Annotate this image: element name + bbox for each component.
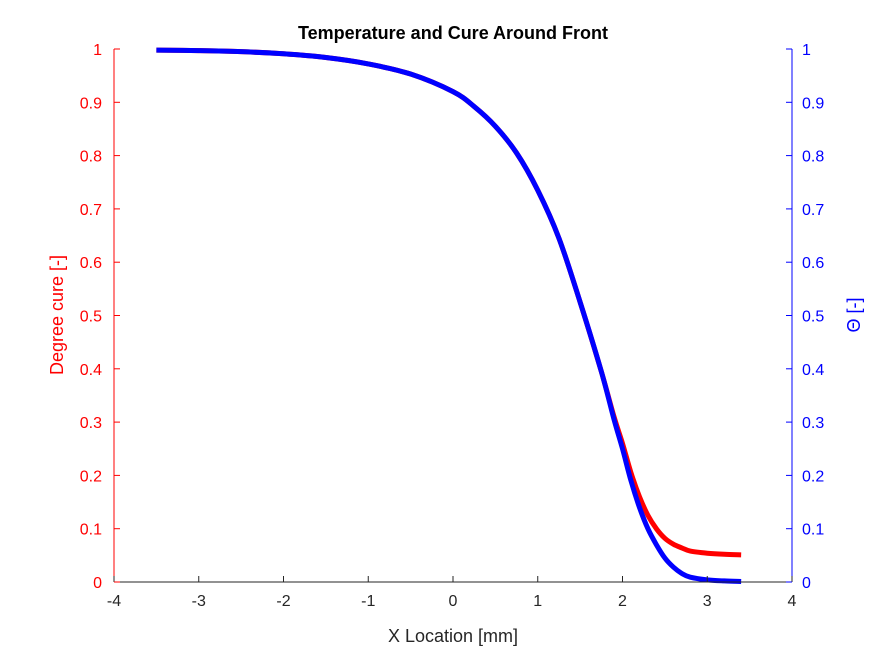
left-y-tick-label: 0.2: [80, 468, 102, 485]
left-y-tick-label: 0: [93, 575, 102, 592]
x-axis-title: X Location [mm]: [388, 626, 518, 646]
x-tick-label: 1: [533, 593, 542, 610]
theta-series-line: [156, 47, 742, 584]
right-y-tick-label: 0.3: [802, 415, 824, 432]
left-y-tick-label: 0.9: [80, 95, 102, 112]
right-y-tick-label: 0.8: [802, 149, 824, 166]
right-y-tick-label: 0.2: [802, 468, 824, 485]
x-tick-label: 4: [788, 593, 797, 610]
right-y-tick-label: 0.7: [802, 202, 824, 219]
left-y-tick-label: 0.7: [80, 202, 102, 219]
right-y-tick-label: 0.1: [802, 522, 824, 539]
right-y-tick-label: 0.6: [802, 255, 824, 272]
right-y-tick-label: 1: [802, 42, 811, 59]
x-tick-label: -4: [107, 593, 121, 610]
left-y-tick-label: 0.4: [80, 362, 102, 379]
right-y-tick-label: 0.9: [802, 95, 824, 112]
left-y-tick-label: 0.8: [80, 149, 102, 166]
x-tick-label: -3: [192, 593, 206, 610]
left-y-tick-label: 0.5: [80, 309, 102, 326]
x-tick-label: -2: [276, 593, 290, 610]
left-y-tick-label: 0.6: [80, 255, 102, 272]
plot-area: [114, 49, 792, 582]
right-axis-title: Θ [-]: [844, 298, 864, 333]
x-tick-label: 0: [449, 593, 458, 610]
x-tick-label: 2: [618, 593, 627, 610]
x-tick-label: -1: [361, 593, 375, 610]
left-y-tick-label: 1: [93, 42, 102, 59]
left-axis-title: Degree cure [-]: [47, 255, 67, 375]
chart-title: Temperature and Cure Around Front: [298, 23, 608, 43]
left-y-tick-label: 0.3: [80, 415, 102, 432]
left-y-tick-label: 0.1: [80, 522, 102, 539]
right-y-tick-label: 0.4: [802, 362, 824, 379]
ticks-layer: -4 -3 -2 -1 0 1 2 3 400.10.20.30.40.50.60.70.80.…: [80, 42, 825, 610]
right-y-tick-label: 0: [802, 575, 811, 592]
right-y-tick-label: 0.5: [802, 309, 824, 326]
series-layer: [156, 47, 742, 584]
x-tick-label: 3: [703, 593, 712, 610]
